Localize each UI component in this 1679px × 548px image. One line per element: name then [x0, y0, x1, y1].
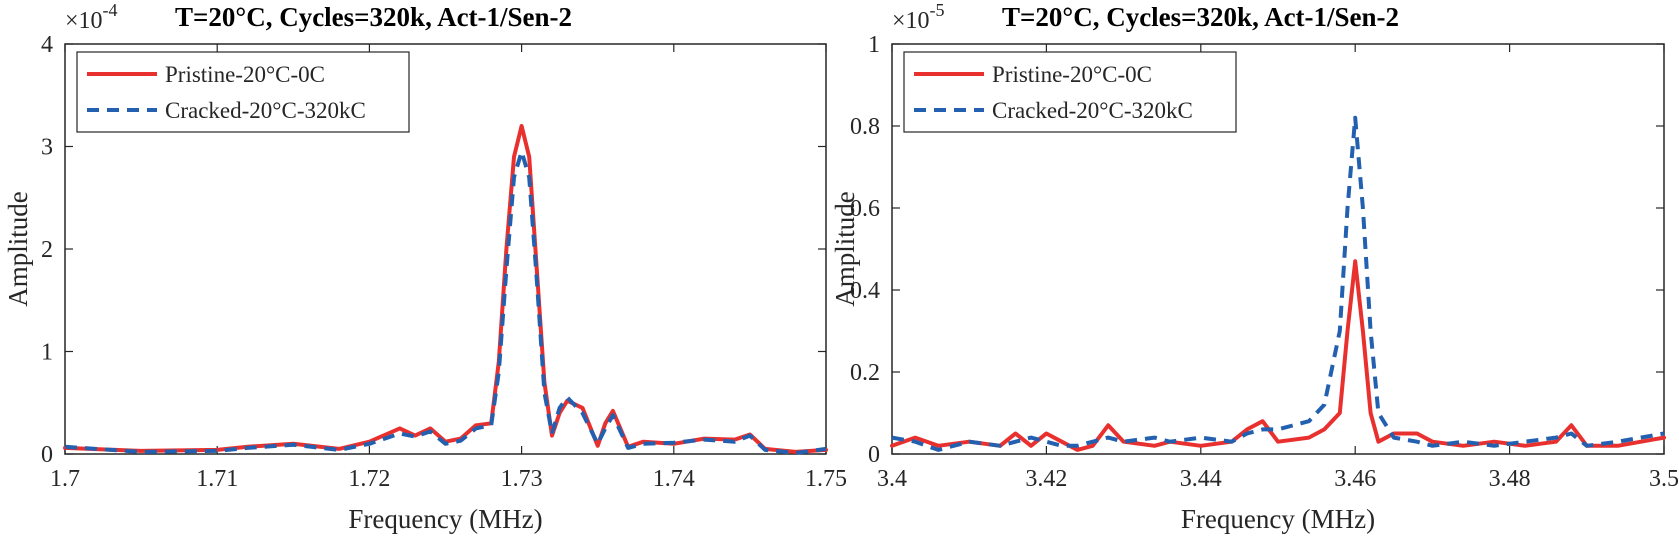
x-tick-label: 3.46 [1334, 466, 1376, 492]
y-axis-label: Amplitude [830, 191, 860, 307]
series-line-cracked [64, 149, 827, 455]
legend-label: Cracked-20°C-320kC [165, 98, 366, 123]
x-tick-label: 1.72 [348, 466, 390, 492]
series-line-pristine [890, 259, 1666, 452]
legend-box [76, 51, 410, 133]
y-tick-label: 1 [868, 32, 880, 58]
y-tick-label: 0.6 [850, 196, 880, 222]
x-tick-label: 1.7 [50, 466, 80, 492]
series-line-pristine [63, 124, 828, 454]
legend-label: Pristine-20°C-0C [992, 62, 1152, 87]
x-tick-label: 1.71 [196, 466, 238, 492]
x-tick-label: 1.75 [805, 466, 847, 492]
y-tick-label: 2 [41, 237, 53, 263]
y-tick-label: 3 [41, 135, 53, 161]
y-tick-label: 0.2 [850, 360, 880, 386]
axis-exponent-power: -5 [930, 0, 945, 20]
x-tick-label: 3.48 [1489, 466, 1531, 492]
chart-title: T=20°C, Cycles=320k, Act-1/Sen-2 [175, 2, 572, 32]
chart-title: T=20°C, Cycles=320k, Act-1/Sen-2 [1002, 2, 1399, 32]
x-tick-label: 3.5 [1649, 466, 1679, 492]
series-line-cracked [891, 115, 1665, 452]
x-tick-label: 1.74 [653, 466, 695, 492]
y-tick-label: 0.8 [850, 114, 880, 140]
y-tick-label: 0 [868, 442, 880, 468]
plot-area-frame [891, 43, 1665, 455]
chart-right: 3.4 3.42 3.44 3.46 3.48 3.5 0 0.2 0.4 0.6 0.8 1 ×10-… [830, 0, 1679, 534]
legend-label: Cracked-20°C-320kC [992, 98, 1193, 123]
chart-left: 1.7 1.71 1.72 1.73 1.74 1.75 0 1 2 3 4 ×10-4 T=20°C,… [3, 0, 847, 534]
x-axis-label: Frequency (MHz) [348, 504, 542, 534]
x-tick-label: 3.4 [877, 466, 907, 492]
x-tick-label: 3.44 [1180, 466, 1222, 492]
y-tick-label: 0 [41, 442, 53, 468]
y-tick-label: 0.4 [850, 278, 880, 304]
x-tick-label: 1.73 [501, 466, 543, 492]
y-tick-label: 4 [41, 32, 53, 58]
x-axis-label: Frequency (MHz) [1181, 504, 1375, 534]
x-tick-label: 3.42 [1025, 466, 1067, 492]
legend-label: Pristine-20°C-0C [165, 62, 325, 87]
y-axis-label: Amplitude [3, 191, 33, 307]
axis-exponent-label: ×10-5 [892, 0, 945, 34]
legend-box [903, 51, 1237, 133]
y-tick-label: 1 [41, 340, 53, 366]
axis-exponent-label: ×10-4 [65, 0, 118, 34]
axis-exponent-power: -4 [103, 0, 118, 20]
